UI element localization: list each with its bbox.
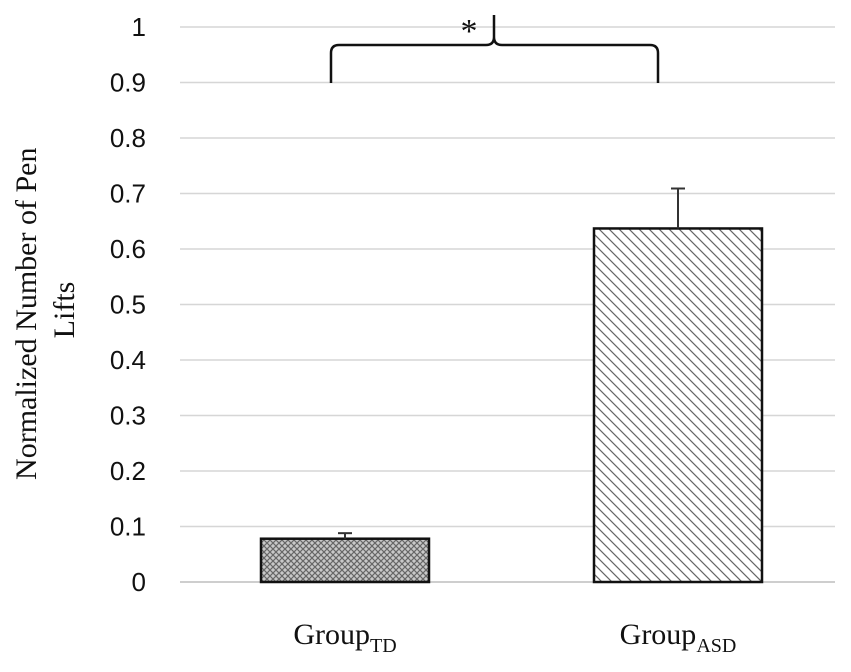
error-bars xyxy=(338,187,685,539)
significance-bracket: * xyxy=(329,13,660,83)
y-tick-labels: 0 0.1 0.2 0.3 0.4 0.5 0.6 0.7 0.8 0.9 1 xyxy=(110,12,146,597)
y-axis-label: Normalized Number of Pen Lifts xyxy=(10,140,81,480)
y-tick-label: 0 xyxy=(132,567,146,597)
x-category-label: GroupTD xyxy=(293,618,396,657)
gridlines xyxy=(180,26,835,583)
x-category-labels: GroupTD GroupASD xyxy=(293,618,736,657)
y-axis-label-line-2: Lifts xyxy=(48,282,81,339)
bars xyxy=(259,227,764,584)
y-tick-label: 1 xyxy=(132,12,146,42)
y-tick-label: 0.8 xyxy=(110,123,146,153)
y-axis-label-line-1: Normalized Number of Pen xyxy=(10,148,43,480)
y-tick-label: 0.7 xyxy=(110,179,146,209)
significance-label: * xyxy=(461,13,478,50)
y-tick-label: 0.2 xyxy=(110,456,146,486)
bar-asd xyxy=(592,227,764,584)
x-category-label: GroupASD xyxy=(620,618,737,657)
significance-brace xyxy=(329,15,660,83)
y-tick-label: 0.4 xyxy=(110,345,146,375)
y-tick-label: 0.1 xyxy=(110,512,146,542)
y-tick-label: 0.6 xyxy=(110,234,146,264)
y-tick-label: 0.5 xyxy=(110,290,146,320)
y-tick-label: 0.9 xyxy=(110,68,146,98)
bar-td xyxy=(259,537,431,584)
y-tick-label: 0.3 xyxy=(110,401,146,431)
